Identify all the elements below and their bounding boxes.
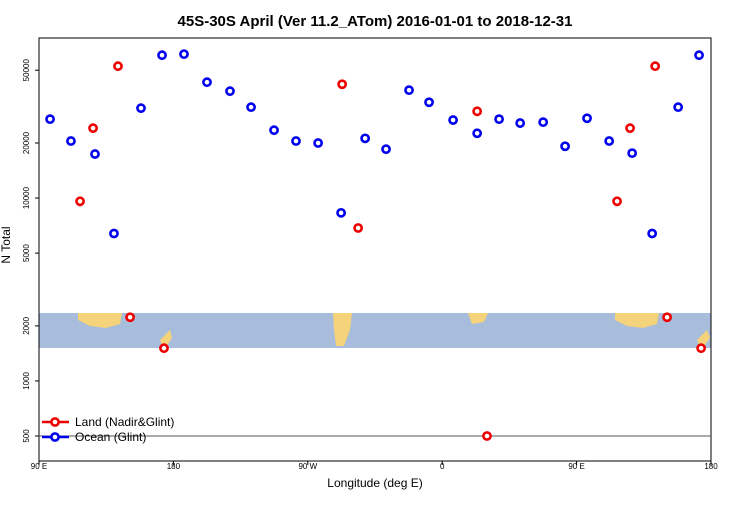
x-tick-label: 0 xyxy=(440,462,445,471)
point xyxy=(291,136,301,146)
point xyxy=(336,207,347,218)
point xyxy=(650,61,661,72)
point xyxy=(353,223,364,233)
y-tick-label: 1000 xyxy=(22,371,31,389)
land xyxy=(78,313,122,328)
plot-frame xyxy=(38,37,712,462)
x-tick-label: 90 E xyxy=(568,462,584,471)
point xyxy=(337,79,348,90)
legend-label: Ocean (Glint) xyxy=(75,430,146,444)
x-tick-label: 90 E xyxy=(31,462,47,471)
point xyxy=(66,136,76,146)
point xyxy=(696,343,707,354)
y-tick-label: 20000 xyxy=(22,131,31,154)
y-tick-label: 50000 xyxy=(22,59,31,82)
point xyxy=(448,115,459,125)
point xyxy=(225,86,235,97)
point xyxy=(179,49,189,60)
x-tick-label: 180 xyxy=(704,462,718,471)
legend-label: Land (Nadir&Glint) xyxy=(75,415,174,429)
y-axis-label: N Total xyxy=(0,226,13,263)
point xyxy=(404,85,414,96)
point xyxy=(202,77,212,88)
point xyxy=(694,50,704,61)
point xyxy=(472,106,483,117)
point xyxy=(125,312,135,323)
point xyxy=(625,123,635,134)
point xyxy=(159,343,169,354)
y-tick-label: 2000 xyxy=(22,316,31,334)
point xyxy=(647,228,658,239)
x-tick-label: 90 W xyxy=(298,462,317,471)
point xyxy=(113,61,123,72)
point xyxy=(269,125,279,136)
y-tick-label: 5000 xyxy=(22,244,31,262)
point xyxy=(424,97,434,108)
point xyxy=(109,228,119,239)
x-tick-label: 180 xyxy=(167,462,181,471)
point xyxy=(582,113,592,124)
map-band xyxy=(39,313,711,350)
point xyxy=(136,103,146,114)
point xyxy=(482,431,492,441)
point xyxy=(75,196,85,207)
point xyxy=(627,148,638,159)
chart-title: 45S-30S April (Ver 11.2_ATom) 2016-01-01… xyxy=(178,13,573,30)
land xyxy=(615,313,659,328)
point xyxy=(90,149,100,159)
point xyxy=(246,102,256,113)
point xyxy=(604,136,615,146)
y-tick-label: 500 xyxy=(22,429,31,443)
point xyxy=(157,50,167,61)
x-axis-label: Longitude (deg E) xyxy=(327,476,422,490)
point xyxy=(612,196,622,207)
point xyxy=(360,133,371,144)
point xyxy=(560,141,571,152)
point xyxy=(45,114,55,125)
legend-marker xyxy=(50,417,60,427)
point xyxy=(313,138,324,148)
y-tick-label: 10000 xyxy=(22,186,31,209)
land xyxy=(468,313,488,324)
point xyxy=(662,312,672,323)
point xyxy=(494,114,504,125)
point xyxy=(673,102,684,113)
land xyxy=(333,313,352,346)
point xyxy=(381,144,391,155)
point xyxy=(472,128,483,139)
ocean-band xyxy=(39,313,711,348)
point xyxy=(538,117,549,128)
point xyxy=(515,118,526,128)
legend-marker xyxy=(50,432,60,442)
point xyxy=(88,123,98,134)
